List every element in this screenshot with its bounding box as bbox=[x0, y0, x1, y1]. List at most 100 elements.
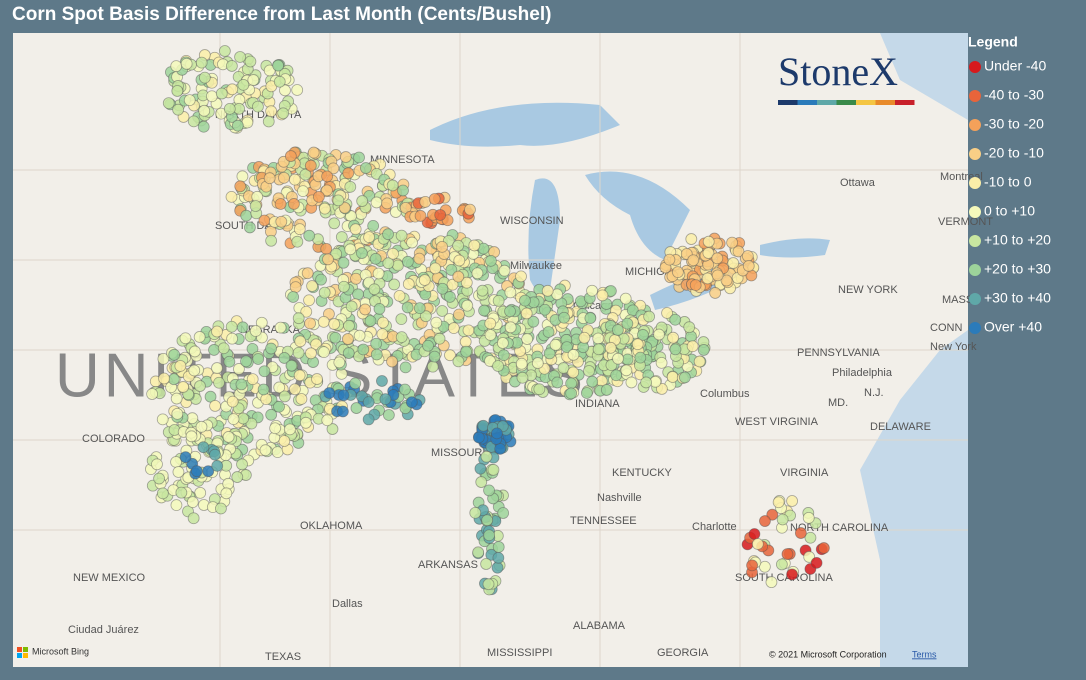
location-dot bbox=[288, 173, 301, 186]
location-dot bbox=[775, 558, 788, 571]
location-dot bbox=[284, 423, 296, 436]
location-dot bbox=[297, 185, 309, 198]
location-dot bbox=[299, 416, 312, 429]
location-dot bbox=[345, 300, 358, 313]
location-dot bbox=[497, 349, 510, 362]
location-dot bbox=[217, 342, 230, 355]
location-dot bbox=[211, 362, 223, 374]
location-dot bbox=[504, 305, 516, 318]
terms-link[interactable]: Terms bbox=[912, 649, 937, 659]
location-dot bbox=[328, 318, 341, 330]
map-label: MINNESOTA bbox=[370, 154, 435, 166]
legend-swatch bbox=[969, 206, 981, 218]
location-dot bbox=[515, 270, 527, 283]
location-dot bbox=[305, 347, 317, 360]
location-dot bbox=[274, 321, 287, 334]
legend-swatch bbox=[969, 90, 981, 102]
location-dot bbox=[515, 357, 528, 370]
location-dot bbox=[237, 78, 250, 91]
location-dot bbox=[666, 371, 679, 383]
map-label: PENNSYLVANIA bbox=[797, 347, 880, 359]
location-dot bbox=[492, 360, 504, 372]
location-dot bbox=[487, 463, 500, 476]
location-dot bbox=[227, 413, 240, 426]
location-dot bbox=[485, 254, 497, 267]
location-dot bbox=[321, 184, 333, 197]
location-dot bbox=[285, 359, 298, 372]
location-dot bbox=[362, 396, 375, 409]
location-dot bbox=[471, 267, 484, 280]
copyright: © 2021 Microsoft Corporation bbox=[769, 649, 887, 659]
location-dot bbox=[277, 107, 290, 120]
location-dot bbox=[187, 512, 200, 525]
location-dot bbox=[776, 513, 789, 526]
legend-label: +10 to +20 bbox=[984, 232, 1051, 248]
location-dot bbox=[697, 344, 710, 356]
location-dot bbox=[604, 341, 617, 354]
location-dot bbox=[153, 472, 165, 485]
location-dot bbox=[341, 333, 354, 345]
location-dot bbox=[222, 431, 235, 443]
legend-label: Over +40 bbox=[984, 319, 1042, 335]
legend-label: -30 to -20 bbox=[984, 116, 1044, 132]
location-dot bbox=[215, 87, 228, 100]
location-dot bbox=[369, 252, 382, 265]
location-dot bbox=[567, 366, 580, 379]
location-dot bbox=[460, 345, 473, 358]
location-dot bbox=[209, 448, 221, 461]
location-dot bbox=[344, 180, 357, 193]
location-dot bbox=[381, 197, 393, 210]
legend-label: +20 to +30 bbox=[984, 261, 1051, 277]
location-dot bbox=[565, 387, 578, 400]
location-dot bbox=[521, 333, 534, 345]
legend-swatch bbox=[969, 61, 981, 73]
location-dot bbox=[492, 541, 505, 553]
legend-swatch bbox=[969, 177, 981, 189]
location-dot bbox=[197, 120, 210, 133]
location-dot bbox=[294, 335, 307, 348]
location-dot bbox=[311, 373, 323, 385]
location-dot bbox=[561, 341, 573, 354]
location-dot bbox=[233, 363, 245, 375]
location-dot bbox=[172, 103, 185, 116]
location-dot bbox=[436, 305, 449, 317]
location-dot bbox=[759, 515, 771, 527]
location-dot bbox=[194, 380, 206, 392]
location-dot bbox=[549, 338, 562, 351]
lake-michigan bbox=[528, 178, 560, 294]
location-dot bbox=[328, 217, 341, 230]
location-dot bbox=[303, 294, 315, 307]
location-dot bbox=[667, 331, 679, 344]
map-label: ARKANSAS bbox=[418, 559, 478, 571]
location-dot bbox=[446, 278, 459, 291]
location-dot bbox=[350, 402, 363, 414]
location-dot bbox=[322, 253, 334, 266]
map-label: MD. bbox=[828, 397, 848, 409]
location-dot bbox=[379, 393, 392, 406]
map-label: KENTUCKY bbox=[612, 467, 673, 479]
location-dot bbox=[687, 254, 700, 267]
location-dot bbox=[265, 105, 278, 118]
map-label: MISSOURI bbox=[431, 447, 485, 459]
location-dot bbox=[483, 529, 496, 542]
location-dot bbox=[472, 546, 485, 559]
location-dot bbox=[183, 94, 196, 107]
location-dot bbox=[468, 239, 481, 252]
location-dot bbox=[278, 352, 291, 364]
location-dot bbox=[306, 280, 318, 292]
location-dot bbox=[433, 332, 446, 345]
location-dot bbox=[453, 308, 465, 321]
location-dot bbox=[175, 486, 188, 499]
map-label: COLORADO bbox=[82, 433, 145, 445]
location-dot bbox=[367, 219, 380, 232]
location-dot bbox=[257, 383, 270, 396]
location-dot bbox=[669, 313, 682, 326]
location-dot bbox=[786, 568, 798, 581]
location-dot bbox=[211, 459, 224, 472]
location-dot bbox=[162, 97, 175, 109]
location-dot bbox=[395, 313, 408, 325]
location-dot bbox=[336, 405, 349, 418]
location-dot bbox=[274, 198, 287, 210]
location-dot bbox=[329, 331, 342, 344]
